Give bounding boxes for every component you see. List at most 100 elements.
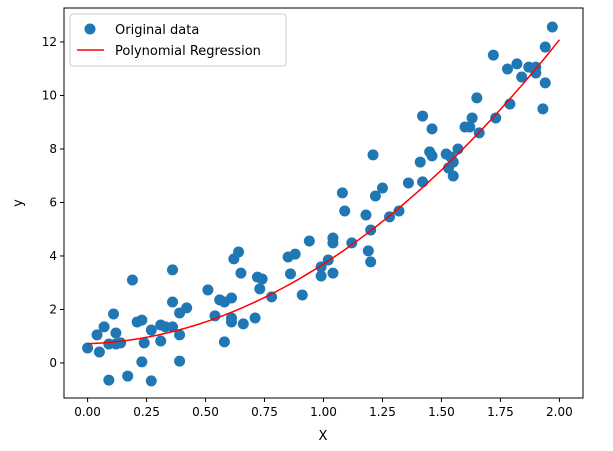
data-point (367, 149, 379, 161)
data-point (167, 321, 179, 333)
y-tick-label: 12 (42, 35, 57, 49)
data-point (296, 289, 308, 301)
data-point (91, 329, 103, 341)
data-point (471, 92, 483, 104)
data-point (315, 270, 327, 282)
data-point (546, 21, 558, 33)
y-axis-ticks: 0 2 4 6 8 10 12 (42, 35, 64, 370)
y-tick-label: 6 (49, 195, 57, 209)
data-point (209, 310, 221, 322)
y-tick-label: 0 (49, 356, 57, 370)
y-axis-label: y (11, 199, 26, 207)
data-point (539, 77, 551, 89)
x-tick-label: 1.75 (487, 405, 514, 419)
data-point (82, 342, 94, 354)
data-point (126, 274, 138, 286)
x-tick-label: 2.00 (546, 405, 573, 419)
data-point (167, 264, 179, 276)
data-point (447, 156, 459, 168)
data-point (266, 291, 278, 303)
legend-label-regression: Polynomial Regression (115, 44, 261, 59)
data-point (218, 336, 230, 348)
data-point (138, 337, 150, 349)
data-point (93, 346, 105, 358)
data-point (417, 176, 429, 188)
data-point (136, 314, 148, 326)
data-point (174, 329, 186, 341)
data-point (181, 302, 193, 314)
data-point (202, 284, 214, 296)
data-point (447, 170, 459, 182)
data-point (256, 273, 268, 285)
data-point (530, 67, 542, 79)
data-point (174, 355, 186, 367)
data-point (327, 237, 339, 249)
data-point (108, 308, 120, 320)
regression-line (87, 39, 560, 345)
data-point (426, 150, 438, 162)
data-point (511, 58, 523, 70)
data-point (136, 356, 148, 368)
data-point (145, 324, 157, 336)
data-point (376, 182, 388, 194)
x-tick-label: 1.00 (310, 405, 337, 419)
data-point (254, 283, 266, 295)
data-point (339, 205, 351, 217)
regression-line-group (87, 39, 560, 345)
data-point (103, 374, 115, 386)
data-point (346, 237, 358, 249)
data-point (167, 296, 179, 308)
x-tick-label: 1.25 (369, 405, 396, 419)
legend-marker-original-data (84, 23, 96, 35)
data-point (466, 112, 478, 124)
legend-label-original-data: Original data (115, 23, 199, 38)
data-point (369, 190, 381, 202)
data-point (145, 375, 157, 387)
data-point (537, 103, 549, 115)
data-point (360, 209, 372, 221)
data-point (490, 112, 502, 124)
data-point (327, 267, 339, 279)
data-point (426, 123, 438, 135)
data-point (235, 267, 247, 279)
data-point (336, 187, 348, 199)
data-point (393, 205, 405, 217)
x-tick-label: 0.50 (192, 405, 219, 419)
data-point (225, 292, 237, 304)
data-point (487, 49, 499, 61)
data-point (516, 71, 528, 83)
x-tick-label: 1.50 (428, 405, 455, 419)
x-tick-label: 0.25 (133, 405, 160, 419)
data-point (452, 143, 464, 155)
data-point (122, 370, 134, 382)
y-tick-label: 10 (42, 88, 57, 102)
data-point (237, 318, 249, 330)
data-point (365, 256, 377, 268)
data-point (402, 177, 414, 189)
x-tick-label: 0.00 (74, 405, 101, 419)
data-point (414, 156, 426, 168)
data-point (417, 110, 429, 122)
data-point (289, 248, 301, 260)
y-tick-label: 2 (49, 302, 57, 316)
y-tick-label: 4 (49, 249, 57, 263)
data-point (502, 63, 514, 75)
data-point (539, 41, 551, 53)
legend-box (69, 13, 287, 67)
legend: Original data Polynomial Regression (69, 13, 287, 67)
data-point (464, 121, 476, 133)
data-point (303, 235, 315, 247)
y-tick-label: 8 (49, 142, 57, 156)
data-point (98, 321, 110, 333)
data-point (284, 268, 296, 280)
x-axis-label: X (319, 429, 328, 444)
data-point (115, 337, 127, 349)
data-point (155, 335, 167, 347)
data-point (233, 246, 245, 258)
data-point (249, 312, 261, 324)
data-point (362, 245, 374, 257)
x-axis-ticks: 0.00 0.25 0.50 0.75 1.00 1.25 1.50 1.75 2.00 (74, 398, 573, 419)
scatter-points (82, 21, 558, 387)
